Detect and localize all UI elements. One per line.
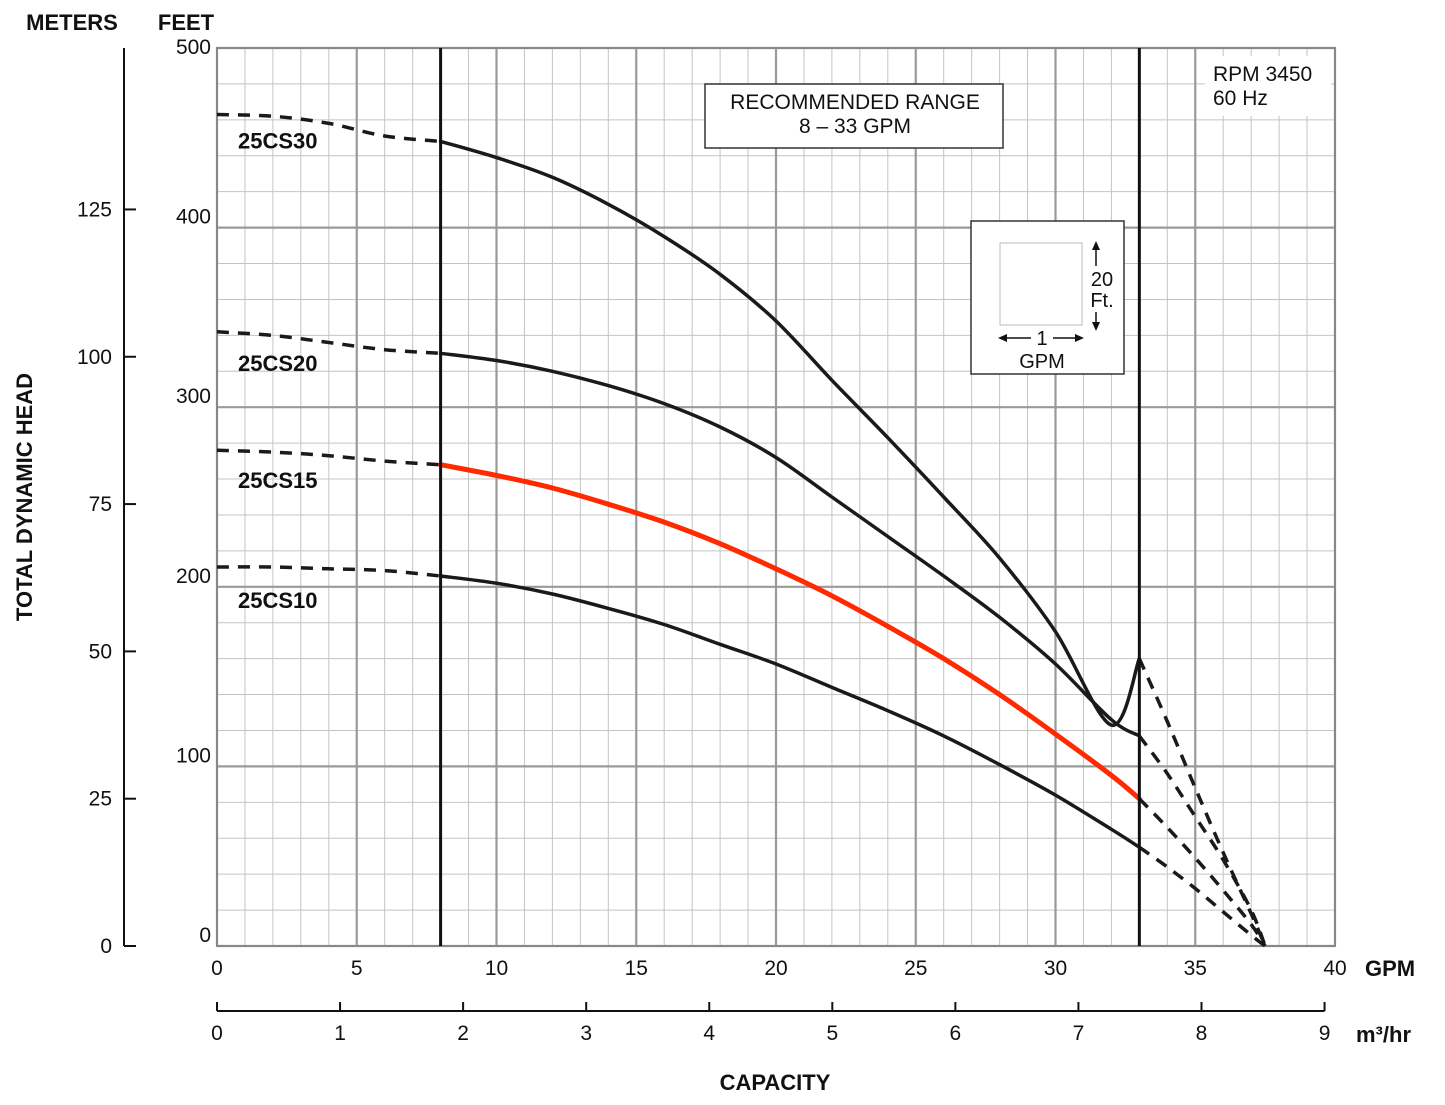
curve-25cs20 [438,351,1142,738]
pump-curves [216,112,1267,948]
feet-unit-header: FEET [158,10,215,35]
x-tick-gpm-label: 10 [485,957,508,980]
x-axis-title: CAPACITY [720,1070,831,1095]
curve-25cs15 [438,462,1142,802]
series-label-25cs10: 25CS10 [238,588,318,613]
x-tick-gpm-label: 25 [904,957,927,980]
x-tick-gpm-label: 0 [211,957,223,980]
x-tick-m3hr-label: 2 [457,1022,469,1045]
y-tick-feet-label: 0 [199,924,211,947]
series-label-25cs20: 25CS20 [238,351,318,376]
series-label-25cs30: 25CS30 [238,128,318,153]
recommended-range-value: 8 – 33 GPM [799,115,911,138]
series-label-25cs15: 25CS15 [238,468,318,493]
arrow-down-icon [1092,322,1100,331]
scale-horizontal-value: 1 [1036,328,1047,350]
x-tick-m3hr-label: 9 [1319,1022,1331,1045]
y-tick-feet-label: 400 [176,206,211,229]
recommended-range-box: RECOMMENDED RANGE 8 – 33 GPM [704,83,1004,149]
rpm-label: RPM 3450 [1213,63,1312,86]
y-tick-feet-label: 500 [176,36,211,59]
x-tick-gpm-label: 15 [625,957,648,980]
y-tick-feet-label: 300 [176,385,211,408]
plot-border [216,47,1336,947]
scale-vertical-unit: Ft. [1090,290,1113,312]
x-tick-m3hr-label: 8 [1196,1022,1208,1045]
series-labels: 25CS30 25CS20 25CS15 25CS10 [238,128,318,613]
curve-25cs30 [438,139,1142,727]
curve-25cs10-dashed-end [1138,845,1267,948]
y-tick-meters-label: 100 [77,346,112,369]
scale-legend-box: 20 Ft. 1 GPM [970,220,1125,375]
arrow-right-icon [1075,334,1084,342]
y-tick-meters-label: 125 [77,198,112,221]
y-tick-meters-label: 50 [89,640,112,663]
scale-horizontal-unit: GPM [1019,351,1065,373]
y-tick-meters-label: 0 [100,935,112,958]
plot-frame [216,47,1336,947]
x-tick-gpm-label: 30 [1044,957,1067,980]
y-axis-title: TOTAL DYNAMIC HEAD [12,373,37,621]
meters-unit-header: METERS [26,10,118,35]
x-tick-m3hr-label: 5 [826,1022,838,1045]
x-tick-m3hr-label: 4 [703,1022,715,1045]
curve-25cs30-dashed-start [216,112,441,144]
x-tick-m3hr-label: 0 [211,1022,223,1045]
recommended-range-lines [439,48,1141,946]
curve-25cs20-dashed-start [216,330,441,356]
x-tick-gpm-label: 20 [764,957,787,980]
arrow-left-icon [998,334,1007,342]
y-tick-feet-label: 100 [176,744,211,767]
recommended-range-title: RECOMMENDED RANGE [730,91,980,114]
curve-25cs15-dashed-end [1138,797,1267,947]
x-tick-m3hr-label: 7 [1073,1022,1085,1045]
x-tick-gpm-label: 35 [1184,957,1207,980]
y-tick-meters-label: 75 [89,493,112,516]
x-tick-m3hr-label: 1 [334,1022,346,1045]
y-tick-meters-label: 25 [89,788,112,811]
curve-25cs20-dashed-end [1137,734,1267,947]
x-tick-m3hr-label: 3 [580,1022,592,1045]
x-tick-m3hr-label: 6 [950,1022,962,1045]
m3hr-unit-label: m³/hr [1356,1022,1411,1047]
curve-25cs15-dashed-start [216,448,441,467]
gpm-unit-label: GPM [1365,956,1415,981]
frequency-label: 60 Hz [1213,87,1268,110]
rpm-info-box: RPM 3450 60 Hz [1205,56,1331,116]
scale-vertical-value: 20 [1091,269,1113,291]
arrow-up-icon [1092,241,1100,250]
curve-25cs10-dashed-start [216,565,441,578]
x-tick-gpm-label: 40 [1323,957,1346,980]
curve-25cs10 [438,574,1142,849]
x-tick-gpm-label: 5 [351,957,363,980]
y-tick-feet-label: 200 [176,565,211,588]
